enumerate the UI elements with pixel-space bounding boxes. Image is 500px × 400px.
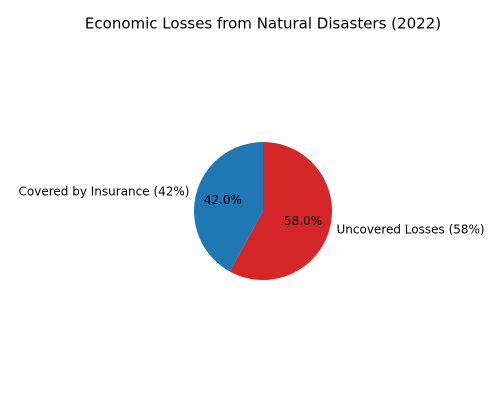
value-label: 58.0% [284, 214, 322, 228]
chart-title: Economic Losses from Natural Disasters (… [85, 15, 441, 33]
slice-label: Uncovered Losses (58%) [337, 222, 485, 236]
value-label: 42.0% [204, 193, 242, 207]
pie-slice [229, 142, 332, 280]
slice-label: Covered by Insurance (42%) [19, 185, 190, 199]
pie-slice [194, 142, 263, 272]
